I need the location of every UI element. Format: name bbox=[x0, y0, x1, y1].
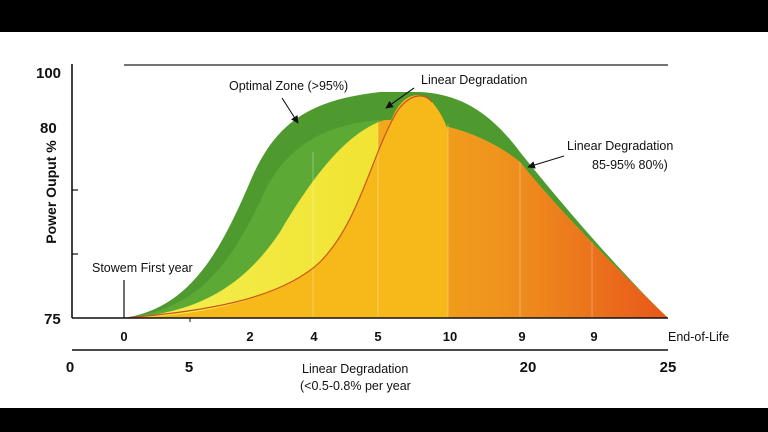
x-tick-upper-2: 2 bbox=[246, 329, 253, 344]
annotation-first-year: Stowem First year bbox=[92, 261, 193, 275]
x-tick-lower-25: 25 bbox=[660, 359, 677, 376]
y-ticks: 100 80 75 bbox=[36, 65, 78, 328]
y-tick-80: 80 bbox=[40, 120, 57, 137]
y-tick-100: 100 bbox=[36, 65, 61, 82]
arrow-linear-top bbox=[385, 87, 415, 109]
x-tick-upper-0: 0 bbox=[120, 329, 127, 344]
x-tick-lower-20: 20 bbox=[520, 359, 537, 376]
annotation-linear-right-2: 85-95% 80%) bbox=[592, 158, 668, 172]
x-tick-upper-5: 5 bbox=[374, 329, 381, 344]
x-tick-upper-4: 4 bbox=[310, 329, 318, 344]
annotation-linear-top: Linear Degradation bbox=[421, 73, 527, 87]
chart-frame: 100 80 75 Power Ouput % 0 2 4 5 10 9 9 E… bbox=[0, 32, 768, 408]
annotation-optimal-zone: Optimal Zone (>95%) bbox=[229, 79, 348, 93]
x-tick-end-of-life: End-of-Life bbox=[668, 330, 729, 344]
x-ticks-lower: 0 5 20 25 bbox=[66, 359, 677, 376]
degradation-curve bbox=[123, 95, 433, 319]
annotation-linear-bottom-1: Linear Degradation bbox=[302, 362, 408, 376]
y-tick-75: 75 bbox=[44, 311, 61, 328]
x-tick-upper-9a: 9 bbox=[518, 329, 525, 344]
x-tick-lower-0: 0 bbox=[66, 359, 74, 376]
annotation-linear-bottom-2: (<0.5-0.8% per year bbox=[300, 379, 411, 393]
x-tick-upper-9b: 9 bbox=[590, 329, 597, 344]
x-tick-lower-5: 5 bbox=[185, 359, 193, 376]
arrow-optimal-zone bbox=[281, 97, 299, 124]
area-warm bbox=[378, 120, 668, 318]
area-peak bbox=[124, 95, 448, 318]
power-output-chart: 100 80 75 Power Ouput % 0 2 4 5 10 9 9 E… bbox=[36, 64, 729, 393]
x-ticks-upper: 0 2 4 5 10 9 9 End-of-Life bbox=[120, 318, 729, 344]
band-separators bbox=[312, 122, 593, 318]
arrow-linear-right bbox=[527, 155, 565, 169]
annotation-linear-right-1: Linear Degradation bbox=[567, 139, 673, 153]
y-axis-label: Power Ouput % bbox=[43, 140, 59, 244]
x-tick-upper-10: 10 bbox=[443, 329, 457, 344]
